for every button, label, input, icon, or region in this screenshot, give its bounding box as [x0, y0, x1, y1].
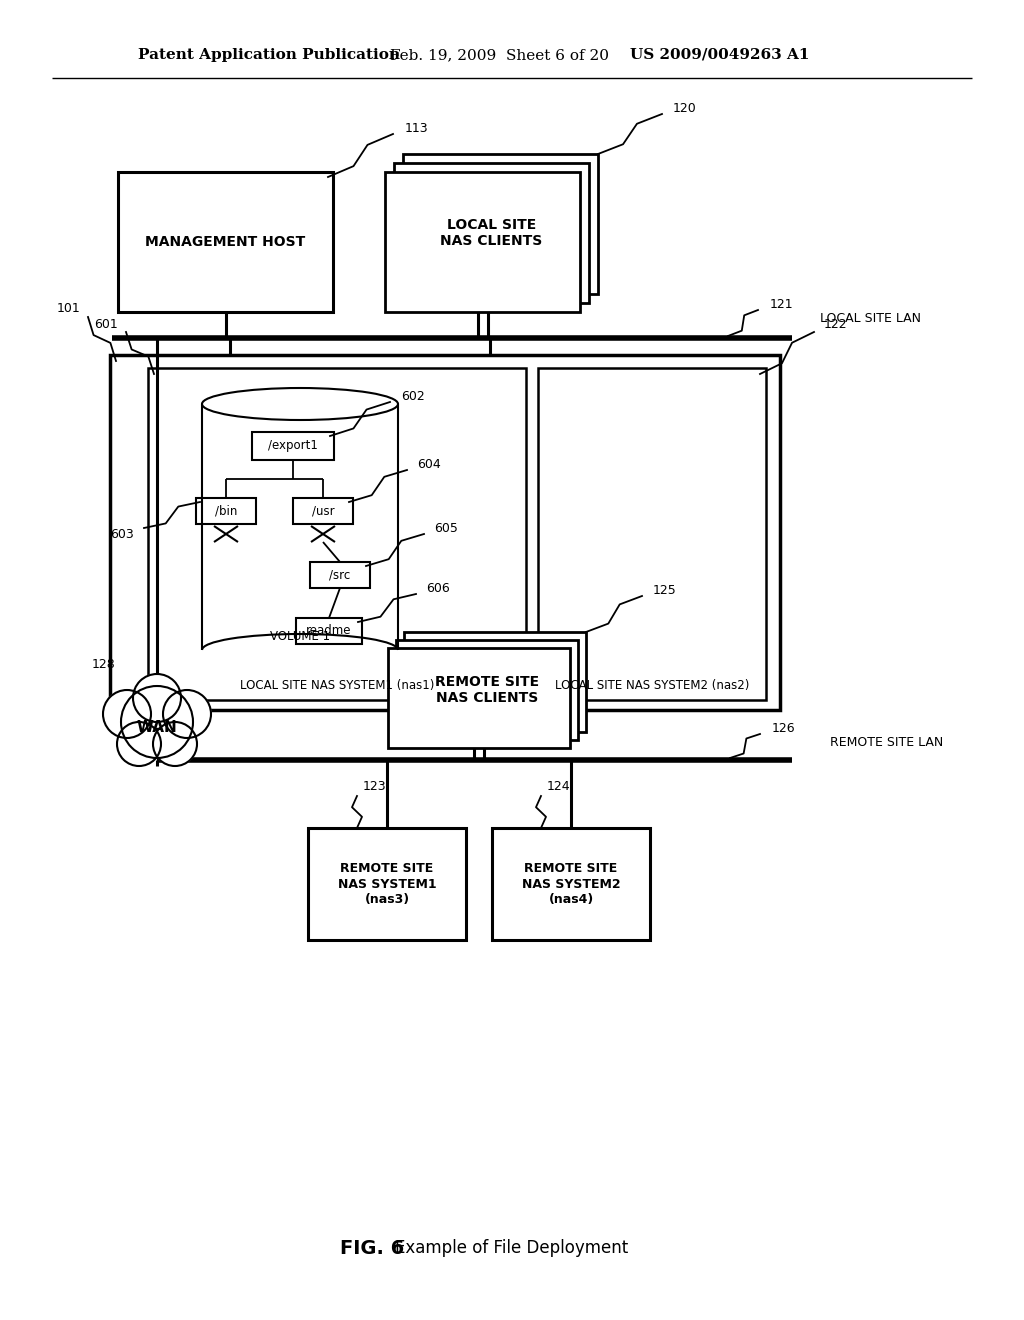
Bar [538, 368, 766, 700]
Text: /usr: /usr [311, 504, 334, 517]
Bar [293, 498, 353, 524]
Bar [196, 498, 256, 524]
Text: 125: 125 [653, 585, 677, 598]
Bar [388, 648, 570, 748]
Bar [308, 828, 466, 940]
Text: 128: 128 [91, 657, 115, 671]
Circle shape [153, 722, 197, 766]
Bar [492, 828, 650, 940]
Text: 113: 113 [406, 121, 429, 135]
Text: REMOTE SITE
NAS CLIENTS: REMOTE SITE NAS CLIENTS [435, 675, 539, 705]
Text: readme: readme [306, 624, 352, 638]
Text: REMOTE SITE
NAS SYSTEM2
(nas4): REMOTE SITE NAS SYSTEM2 (nas4) [521, 862, 621, 906]
Circle shape [103, 690, 151, 738]
Bar [252, 432, 334, 459]
Text: 124: 124 [547, 780, 570, 792]
Text: LOCAL SITE NAS SYSTEM2 (nas2): LOCAL SITE NAS SYSTEM2 (nas2) [555, 680, 750, 693]
Text: 120: 120 [673, 103, 696, 116]
Text: 601: 601 [94, 318, 118, 330]
Text: 604: 604 [417, 458, 440, 470]
Text: /export1: /export1 [268, 440, 317, 453]
Text: /bin: /bin [215, 504, 238, 517]
Bar [110, 355, 780, 710]
Text: Feb. 19, 2009  Sheet 6 of 20: Feb. 19, 2009 Sheet 6 of 20 [390, 48, 609, 62]
Bar [396, 640, 578, 741]
Text: Example of File Deployment: Example of File Deployment [395, 1239, 629, 1257]
Bar [394, 162, 589, 304]
Text: 122: 122 [824, 318, 848, 331]
Text: US 2009/0049263 A1: US 2009/0049263 A1 [630, 48, 810, 62]
Bar [403, 154, 598, 294]
Bar [310, 562, 370, 587]
Text: VOLUME 1: VOLUME 1 [270, 630, 330, 643]
Text: 126: 126 [772, 722, 796, 735]
Bar [148, 368, 526, 700]
Text: Patent Application Publication: Patent Application Publication [138, 48, 400, 62]
Text: 101: 101 [56, 302, 80, 315]
Text: REMOTE SITE LAN: REMOTE SITE LAN [830, 735, 943, 748]
Circle shape [133, 675, 181, 722]
Bar [118, 172, 333, 312]
Ellipse shape [202, 388, 398, 420]
Text: LOCAL SITE LAN: LOCAL SITE LAN [820, 312, 921, 325]
Text: 602: 602 [401, 389, 425, 403]
Text: MANAGEMENT HOST: MANAGEMENT HOST [145, 235, 305, 249]
Circle shape [117, 722, 161, 766]
Text: LOCAL SITE
NAS CLIENTS: LOCAL SITE NAS CLIENTS [440, 218, 543, 248]
Text: 603: 603 [111, 528, 134, 541]
Text: FIG. 6: FIG. 6 [340, 1238, 404, 1258]
Text: LOCAL SITE NAS SYSTEM1 (nas1): LOCAL SITE NAS SYSTEM1 (nas1) [240, 680, 434, 693]
Bar [296, 618, 362, 644]
Bar [385, 172, 580, 312]
Circle shape [121, 686, 193, 758]
Text: /src: /src [330, 569, 350, 582]
Bar [404, 632, 586, 733]
Text: 606: 606 [426, 582, 450, 594]
Text: 121: 121 [770, 298, 794, 312]
Text: WAN: WAN [136, 721, 177, 735]
Circle shape [163, 690, 211, 738]
Text: REMOTE SITE
NAS SYSTEM1
(nas3): REMOTE SITE NAS SYSTEM1 (nas3) [338, 862, 436, 906]
Text: 123: 123 [362, 780, 387, 792]
Text: 605: 605 [434, 521, 458, 535]
